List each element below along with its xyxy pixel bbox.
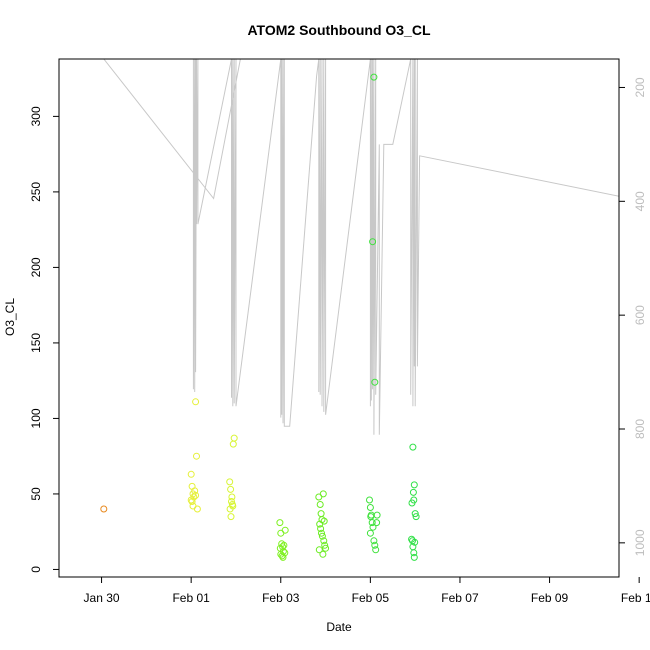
x-axis: Jan 30 Feb 01 Feb 03 Feb 05 Feb 07 Feb 09 Feb … (84, 577, 650, 605)
data-point (366, 504, 374, 511)
y-axis-label: O3_CL (3, 298, 17, 336)
data-point (373, 519, 381, 527)
x-tick-label: Feb 05 (352, 591, 390, 605)
data-point (372, 546, 380, 554)
y2-axis: 200 400 600 800 1000 (619, 77, 647, 556)
y2-tick-label: 400 (633, 191, 647, 211)
data-point (373, 511, 381, 519)
data-point (370, 537, 378, 545)
data-point (412, 513, 420, 521)
data-point (408, 499, 416, 507)
data-point (371, 541, 379, 549)
x-tick-label: Feb 09 (531, 591, 569, 605)
data-point (320, 517, 328, 525)
x-tick-label: Feb 01 (172, 591, 210, 605)
data-point (409, 488, 417, 496)
data-point (319, 490, 327, 498)
data-point (229, 502, 237, 510)
y-tick-label: 50 (29, 487, 43, 501)
data-point (279, 553, 287, 561)
data-point (280, 541, 288, 549)
chart-title: ATOM2 Southbound O3_CL (247, 22, 430, 38)
data-point (366, 496, 373, 504)
data-point (193, 505, 201, 513)
y-tick-label: 150 (29, 333, 43, 353)
x-axis-label: Date (326, 620, 352, 634)
data-point (319, 550, 327, 558)
data-point (228, 493, 236, 501)
data-point (100, 505, 108, 513)
y2-tick-label: 800 (633, 419, 647, 439)
data-point (411, 538, 419, 546)
data-point (191, 487, 199, 495)
data-point (193, 452, 200, 460)
data-point (369, 238, 377, 246)
data-point (320, 537, 328, 545)
data-point (281, 549, 289, 557)
data-point (228, 498, 235, 505)
data-point (317, 525, 325, 533)
data-point (192, 398, 200, 406)
data-point (409, 443, 417, 451)
data-point (321, 541, 329, 549)
data-point (187, 470, 195, 478)
x-tick-label: Feb 11 (621, 591, 650, 605)
data-point (281, 526, 289, 534)
secondary-series (103, 59, 619, 435)
data-point (410, 481, 418, 489)
data-point (276, 519, 284, 527)
y-tick-label: 100 (29, 408, 43, 428)
data-point (315, 546, 323, 554)
data-point (371, 378, 379, 386)
data-point (192, 491, 200, 499)
y2-tick-label: 600 (633, 305, 647, 325)
data-point (367, 513, 375, 521)
data-point (322, 544, 330, 552)
data-point (369, 523, 377, 531)
scatter-points (100, 73, 420, 561)
x-tick-label: Feb 07 (441, 591, 479, 605)
x-tick-label: Jan 30 (84, 591, 120, 605)
data-point (411, 510, 419, 518)
data-point (370, 73, 378, 81)
y-tick-label: 300 (29, 106, 43, 126)
data-point (188, 498, 196, 505)
y2-tick-label: 200 (633, 77, 647, 97)
data-point (226, 478, 234, 486)
secondary-line (103, 59, 619, 435)
y-tick-label: 200 (29, 257, 43, 277)
y-tick-label: 0 (29, 566, 43, 573)
x-tick-label: Feb 03 (262, 591, 300, 605)
data-point (318, 529, 325, 537)
data-point (410, 553, 418, 561)
data-point (318, 532, 326, 540)
data-point (316, 501, 324, 508)
data-point (227, 485, 235, 493)
data-point (229, 440, 237, 448)
plot-frame (58, 58, 620, 578)
y-axis: 0 50 100 150 200 250 300 (29, 106, 59, 573)
data-point (227, 513, 235, 521)
y-tick-label: 250 (29, 182, 43, 202)
data-point (410, 549, 418, 557)
data-point (366, 529, 374, 537)
y2-tick-label: 1000 (633, 529, 647, 556)
